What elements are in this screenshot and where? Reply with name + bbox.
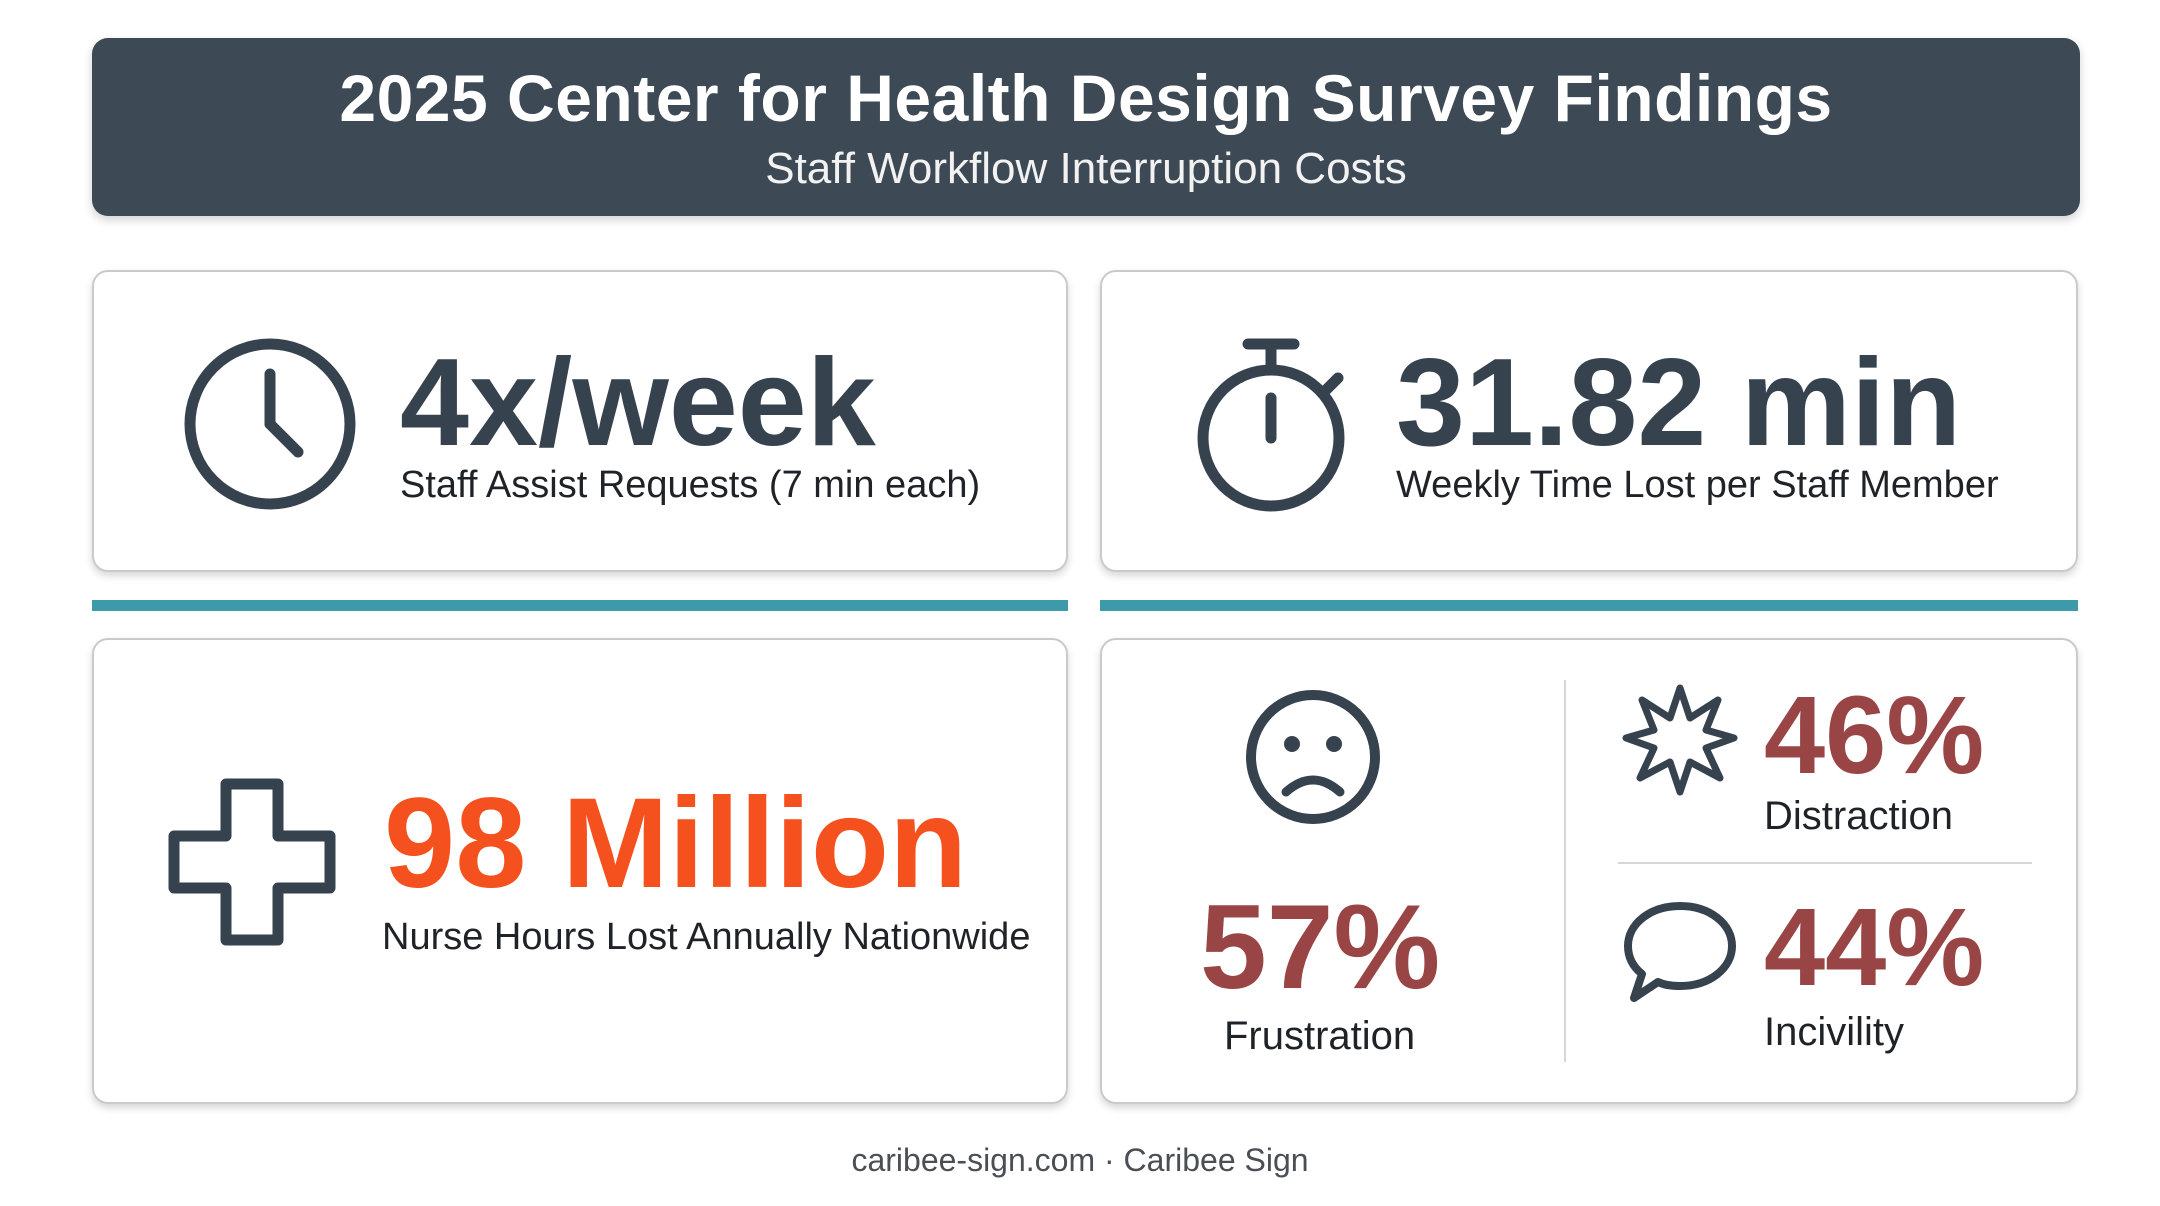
weekly-time-lost-value: 31.82 min: [1396, 334, 1962, 472]
stopwatch-icon: [1196, 334, 1356, 514]
assist-requests-card: [92, 270, 1068, 572]
nurse-hours-card: [92, 638, 1068, 1104]
impact-divider-horizontal: [1618, 862, 2032, 864]
title-banner: 2025 Center for Health Design Survey Fin…: [92, 38, 2080, 216]
page-title: 2025 Center for Health Design Survey Fin…: [339, 61, 1833, 135]
frustration-label: Frustration: [1224, 1014, 1416, 1058]
accent-divider-right: [1100, 600, 2078, 611]
medical-cross-icon: [166, 776, 338, 948]
accent-divider-left: [92, 600, 1068, 611]
frustration-percent: 57%: [1200, 880, 1441, 1014]
weekly-time-lost-card: [1100, 270, 2078, 572]
weekly-time-lost-label: Weekly Time Lost per Staff Member: [1396, 464, 1999, 506]
nurse-hours-label: Nurse Hours Lost Annually Nationwide: [382, 916, 1031, 958]
page-subtitle: Staff Workflow Interruption Costs: [765, 144, 1407, 193]
burst-icon: [1620, 680, 1740, 800]
assist-requests-label: Staff Assist Requests (7 min each): [400, 464, 981, 506]
sad-face-icon: [1244, 688, 1382, 826]
incivility-percent: 44%: [1764, 886, 1985, 1009]
impact-divider-vertical: [1564, 680, 1566, 1062]
distraction-percent: 46%: [1764, 674, 1985, 797]
nurse-hours-value: 98 Million: [384, 772, 968, 915]
footer-credit: caribee-sign.com · Caribee Sign: [851, 1142, 1309, 1178]
speech-bubble-icon: [1620, 896, 1740, 1006]
assist-requests-value: 4x/week: [400, 334, 876, 472]
incivility-label: Incivility: [1764, 1010, 1905, 1054]
distraction-label: Distraction: [1764, 794, 1953, 838]
clock-icon: [182, 336, 358, 512]
